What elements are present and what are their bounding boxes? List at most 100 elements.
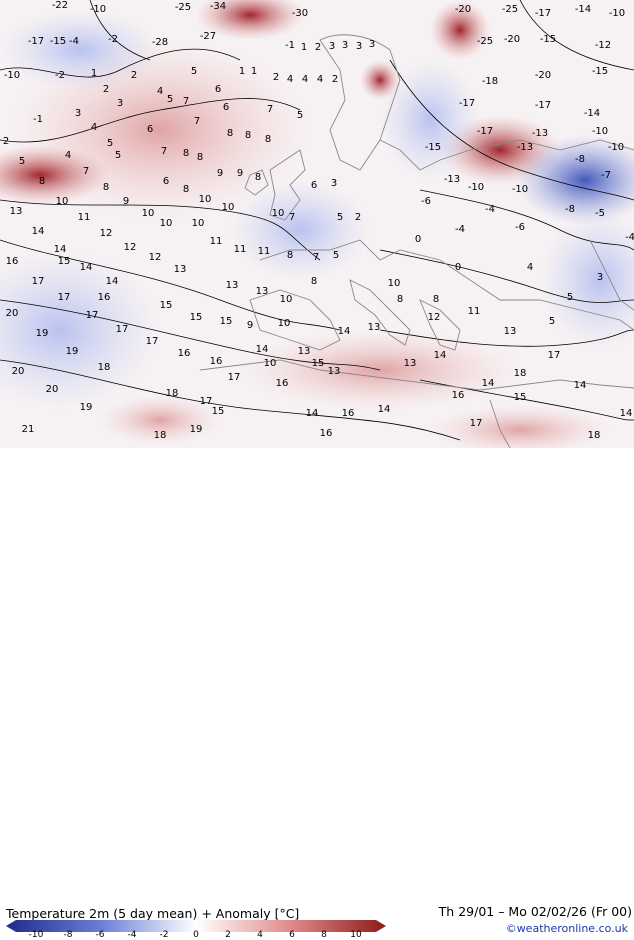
map-value-label: 8 bbox=[182, 148, 190, 159]
map-value-label: -22 bbox=[51, 0, 69, 11]
map-value-label: 9 bbox=[236, 168, 244, 179]
map-value-label: 3 bbox=[355, 41, 363, 52]
map-value-label: 20 bbox=[11, 366, 25, 377]
map-value-label: 13 bbox=[503, 326, 517, 337]
map-value-label: 8 bbox=[286, 250, 294, 261]
map-value-label: 20 bbox=[45, 384, 59, 395]
map-value-label: 7 bbox=[266, 104, 274, 115]
map-value-label: 14 bbox=[79, 262, 93, 273]
map-value-label: 10 bbox=[277, 318, 291, 329]
map-value-label: -17 bbox=[27, 36, 45, 47]
map-value-label: 15 bbox=[311, 358, 325, 369]
map-value-label: 14 bbox=[255, 344, 269, 355]
map-value-label: 8 bbox=[432, 294, 440, 305]
map-value-label: 4 bbox=[301, 74, 309, 85]
map-value-label: 5 bbox=[548, 316, 556, 327]
map-value-label: 12 bbox=[427, 312, 441, 323]
map-value-label: 6 bbox=[146, 124, 154, 135]
map-value-label: 9 bbox=[216, 168, 224, 179]
map-value-label: -10 bbox=[89, 4, 107, 15]
map-value-label: 10 bbox=[221, 202, 235, 213]
map-value-label: 14 bbox=[573, 380, 587, 391]
map-value-label: -2 bbox=[55, 70, 65, 81]
map-value-label: 11 bbox=[77, 212, 91, 223]
map-value-label: -25 bbox=[501, 4, 519, 15]
map-value-label: 2 bbox=[354, 212, 362, 223]
map-value-label: 8 bbox=[102, 182, 110, 193]
map-value-label: 1 bbox=[250, 66, 258, 77]
map-value-label: 8 bbox=[38, 176, 46, 187]
map-value-label: -17 bbox=[458, 98, 476, 109]
map-value-label: 19 bbox=[79, 402, 93, 413]
forecast-period: Th 29/01 – Mo 02/02/26 (Fr 00) bbox=[438, 904, 632, 919]
map-value-label: 16 bbox=[209, 356, 223, 367]
map-value-label: 7 bbox=[82, 166, 90, 177]
map-value-label: -13 bbox=[531, 128, 549, 139]
map-value-label: 5 bbox=[114, 150, 122, 161]
map-value-label: 11 bbox=[209, 236, 223, 247]
map-value-label: 15 bbox=[159, 300, 173, 311]
map-value-label: -5 bbox=[595, 208, 605, 219]
map-value-label: 17 bbox=[115, 324, 129, 335]
map-value-label: 18 bbox=[97, 362, 111, 373]
scale-tick-label: -2 bbox=[159, 930, 169, 940]
map-value-label: 8 bbox=[396, 294, 404, 305]
map-value-label: 14 bbox=[619, 408, 633, 419]
map-value-label: -17 bbox=[476, 126, 494, 137]
map-value-label: 15 bbox=[211, 406, 225, 417]
map-value-label: 5 bbox=[18, 156, 26, 167]
map-value-label: 14 bbox=[305, 408, 319, 419]
map-value-label: 13 bbox=[297, 346, 311, 357]
map-value-label: 15 bbox=[57, 256, 71, 267]
map-value-label: 18 bbox=[165, 388, 179, 399]
map-value-label: 11 bbox=[257, 246, 271, 257]
map-value-label: 10 bbox=[387, 278, 401, 289]
map-value-label: -28 bbox=[151, 37, 169, 48]
map-value-label: 19 bbox=[65, 346, 79, 357]
map-value-label: -2 bbox=[108, 34, 118, 45]
map-value-label: 7 bbox=[160, 146, 168, 157]
map-value-label: 2 bbox=[130, 70, 138, 81]
map-value-label: 17 bbox=[57, 292, 71, 303]
map-value-label: 16 bbox=[341, 408, 355, 419]
map-value-label: 10 bbox=[55, 196, 69, 207]
map-value-label: 3 bbox=[330, 178, 338, 189]
map-value-label: 10 bbox=[159, 218, 173, 229]
map-value-label: 16 bbox=[177, 348, 191, 359]
map-value-label: 15 bbox=[513, 392, 527, 403]
map-value-label: -20 bbox=[534, 70, 552, 81]
map-value-label: -10 bbox=[607, 142, 625, 153]
map-value-label: -8 bbox=[565, 204, 575, 215]
map-value-label: 3 bbox=[74, 108, 82, 119]
map-value-label: 8 bbox=[254, 172, 262, 183]
map-value-label: 0 bbox=[454, 262, 462, 273]
map-value-label: 12 bbox=[99, 228, 113, 239]
map-value-label: -7 bbox=[601, 170, 611, 181]
scale-tick-label: 8 bbox=[321, 930, 327, 940]
map-value-label: 3 bbox=[596, 272, 604, 283]
map-value-label: 14 bbox=[481, 378, 495, 389]
map-value-label: -4 bbox=[485, 204, 495, 215]
map-value-label: 10 bbox=[191, 218, 205, 229]
map-value-label: 14 bbox=[53, 244, 67, 255]
credit-link[interactable]: ©weatheronline.co.uk bbox=[505, 922, 628, 935]
scale-tick-label: 2 bbox=[225, 930, 231, 940]
map-value-label: -17 bbox=[534, 8, 552, 19]
legend-title: Temperature 2m (5 day mean) + Anomaly [°… bbox=[6, 906, 300, 921]
map-value-label: 3 bbox=[116, 98, 124, 109]
map-value-label: 3 bbox=[368, 39, 376, 50]
map-value-label: 4 bbox=[316, 74, 324, 85]
map-value-label: 13 bbox=[403, 358, 417, 369]
map-value-label: 16 bbox=[319, 428, 333, 439]
map-value-label: 18 bbox=[153, 430, 167, 441]
map-value-label: 5 bbox=[296, 110, 304, 121]
scale-tick-label: 0 bbox=[193, 930, 199, 940]
map-value-label: -10 bbox=[591, 126, 609, 137]
map-value-label: 12 bbox=[148, 252, 162, 263]
scale-tick-label: -10 bbox=[28, 930, 44, 940]
map-value-label: 20 bbox=[5, 308, 19, 319]
map-value-label: 17 bbox=[547, 350, 561, 361]
map-value-label: 12 bbox=[123, 242, 137, 253]
map-value-label: -4 bbox=[455, 224, 465, 235]
map-value-label: 17 bbox=[469, 418, 483, 429]
